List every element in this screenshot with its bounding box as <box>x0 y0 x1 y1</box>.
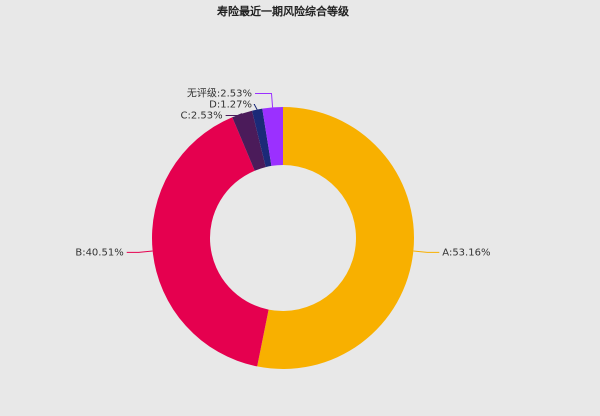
data-label: C:2.53% <box>181 110 223 121</box>
slice <box>257 107 415 369</box>
leader-line <box>413 250 440 253</box>
slice <box>232 110 266 171</box>
slice <box>252 108 272 168</box>
leader-line <box>255 92 274 108</box>
data-label: 无评级:2.53% <box>187 87 252 99</box>
data-label: D:1.27% <box>209 99 252 110</box>
leader-line <box>225 113 243 116</box>
slice <box>262 107 283 166</box>
data-label: A:53.16% <box>442 247 490 258</box>
data-label: B:40.51% <box>75 247 123 258</box>
leader-line <box>126 250 153 253</box>
leader-line <box>253 103 258 110</box>
slice <box>152 117 269 367</box>
chart-title: 寿险最近一期风险综合等级 <box>217 4 350 18</box>
